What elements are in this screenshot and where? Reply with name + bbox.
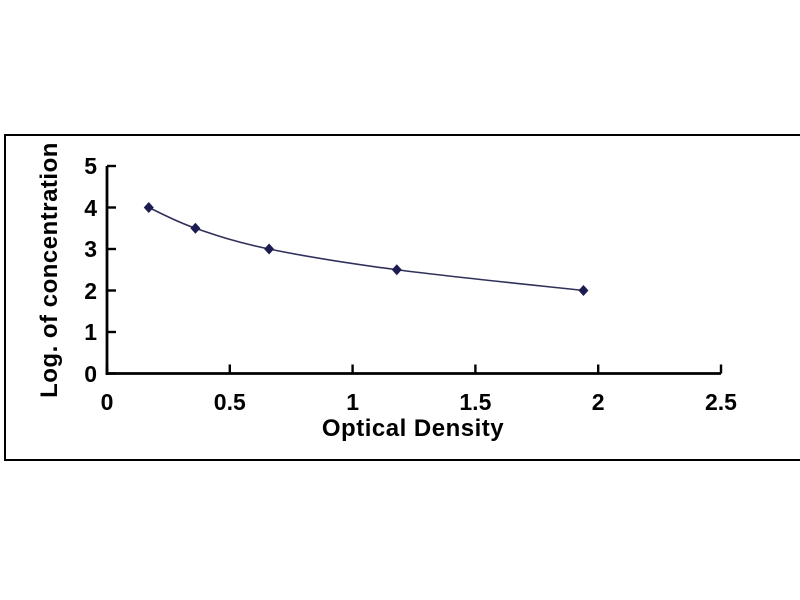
data-point-marker — [190, 222, 201, 234]
y-tick-label: 2 — [84, 277, 97, 304]
data-point-marker — [143, 202, 154, 213]
y-tick-label: 1 — [84, 319, 97, 345]
x-axis-title: Optical Density — [321, 415, 505, 442]
standard-curve-line — [148, 206, 584, 292]
x-tick-label: 0.5 — [213, 389, 246, 415]
y-tick-label: 0 — [84, 360, 97, 387]
data-point-marker — [391, 264, 402, 276]
chart-border-frame — [4, 134, 800, 461]
data-point-marker — [578, 285, 589, 296]
x-tick-label: 2 — [591, 389, 605, 415]
y-tick-label: 4 — [84, 194, 97, 221]
x-tick-label: 1 — [346, 389, 359, 415]
y-axis-title: Log. of concentration — [36, 142, 63, 398]
x-tick-label: 1.5 — [459, 389, 492, 415]
y-tick-label: 3 — [84, 236, 97, 262]
x-tick-label: 0 — [100, 389, 114, 415]
data-point-marker — [264, 243, 275, 255]
x-tick-label: 2.5 — [705, 389, 737, 415]
y-tick-label: 5 — [84, 153, 97, 179]
